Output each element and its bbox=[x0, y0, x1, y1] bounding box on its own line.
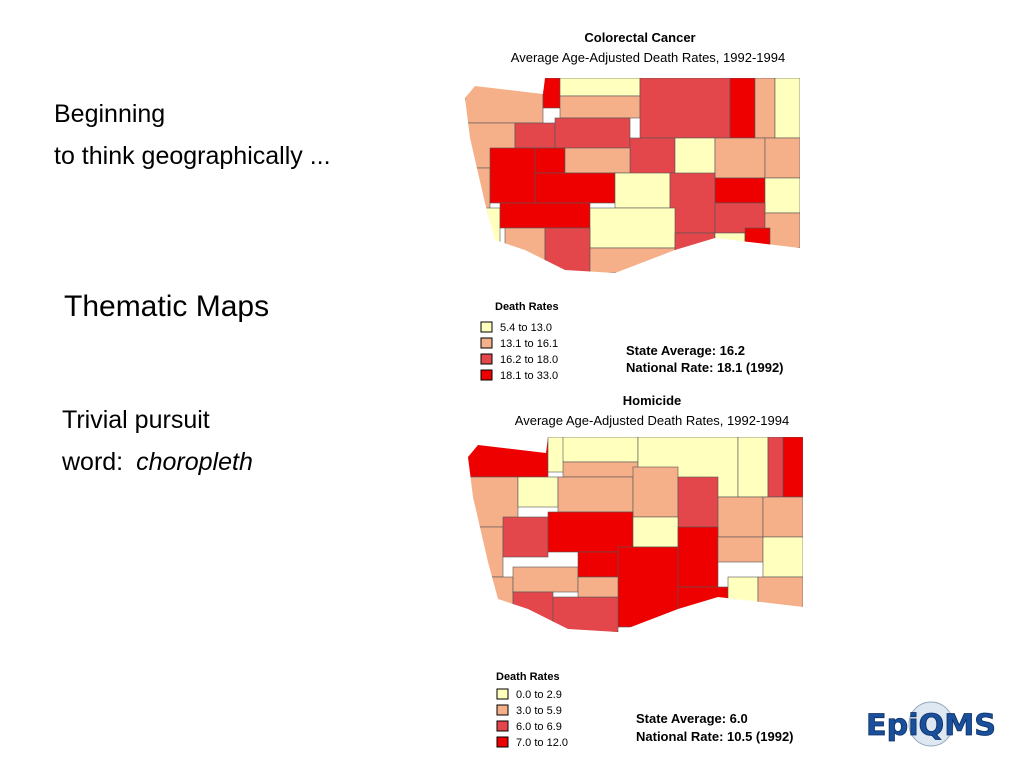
legend-label: 0.0 to 2.9 bbox=[516, 689, 562, 701]
trivia-line: Trivial pursuit bbox=[62, 406, 210, 434]
legend-swatch bbox=[496, 736, 509, 748]
trivia-line: word: choropleth bbox=[61, 448, 253, 476]
legend-swatch bbox=[496, 704, 509, 716]
legend-label: 7.0 to 12.0 bbox=[516, 737, 568, 749]
logo-text: EpiQMS bbox=[866, 708, 996, 742]
national-rate: National Rate: 18.1 (1992) bbox=[626, 360, 784, 375]
map bbox=[468, 437, 803, 632]
map bbox=[465, 78, 800, 273]
state-average: State Average: 6.0 bbox=[636, 711, 748, 726]
state-average: State Average: 16.2 bbox=[626, 343, 745, 358]
legend-swatch bbox=[480, 321, 493, 333]
legend-label: 13.1 to 16.1 bbox=[500, 338, 558, 350]
map-subtitle: Average Age-Adjusted Death Rates, 1992-1… bbox=[515, 413, 789, 428]
legend-swatch bbox=[480, 353, 493, 365]
map-subtitle: Average Age-Adjusted Death Rates, 1992-1… bbox=[511, 50, 785, 65]
heading-line: to think geographically ... bbox=[54, 142, 331, 170]
trivia-term: choropleth bbox=[136, 448, 253, 476]
legend-label: 18.1 to 33.0 bbox=[500, 370, 558, 382]
legend-title: Death Rates bbox=[496, 671, 560, 683]
legend-label: 3.0 to 5.9 bbox=[516, 705, 562, 717]
national-rate: National Rate: 10.5 (1992) bbox=[636, 729, 794, 744]
legend-title: Death Rates bbox=[495, 301, 559, 313]
map-title: Colorectal Cancer bbox=[584, 30, 695, 45]
trivia-prefix: word: bbox=[61, 448, 130, 476]
section-title: Thematic Maps bbox=[64, 290, 269, 323]
legend-swatch bbox=[480, 337, 493, 349]
legend-swatch bbox=[480, 369, 493, 381]
legend-swatch bbox=[496, 688, 509, 700]
legend-label: 6.0 to 6.9 bbox=[516, 721, 562, 733]
logo: EpiQMS bbox=[866, 701, 996, 747]
legend-swatch bbox=[496, 720, 509, 732]
legend-label: 16.2 to 18.0 bbox=[500, 354, 558, 366]
map-title: Homicide bbox=[623, 393, 682, 408]
legend-label: 5.4 to 13.0 bbox=[500, 322, 552, 334]
heading-line: Beginning bbox=[54, 100, 165, 128]
